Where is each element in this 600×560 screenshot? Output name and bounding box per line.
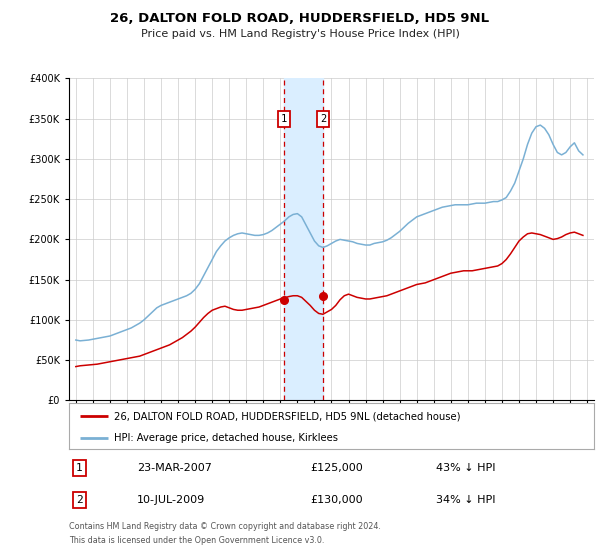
Text: This data is licensed under the Open Government Licence v3.0.: This data is licensed under the Open Gov… (69, 536, 325, 545)
Text: 34% ↓ HPI: 34% ↓ HPI (437, 495, 496, 505)
Text: HPI: Average price, detached house, Kirklees: HPI: Average price, detached house, Kirk… (113, 433, 338, 442)
Text: 2: 2 (320, 114, 326, 124)
Text: 1: 1 (76, 463, 83, 473)
Text: Price paid vs. HM Land Registry's House Price Index (HPI): Price paid vs. HM Land Registry's House … (140, 29, 460, 39)
Text: Contains HM Land Registry data © Crown copyright and database right 2024.: Contains HM Land Registry data © Crown c… (69, 522, 381, 531)
Text: 2: 2 (76, 495, 83, 505)
Text: 10-JUL-2009: 10-JUL-2009 (137, 495, 205, 505)
Text: 43% ↓ HPI: 43% ↓ HPI (437, 463, 496, 473)
Bar (284, 78, 323, 400)
Text: £125,000: £125,000 (311, 463, 363, 473)
Text: 1: 1 (281, 114, 287, 124)
Text: 26, DALTON FOLD ROAD, HUDDERSFIELD, HD5 9NL: 26, DALTON FOLD ROAD, HUDDERSFIELD, HD5 … (110, 12, 490, 25)
Text: 23-MAR-2007: 23-MAR-2007 (137, 463, 212, 473)
Text: 26, DALTON FOLD ROAD, HUDDERSFIELD, HD5 9NL (detached house): 26, DALTON FOLD ROAD, HUDDERSFIELD, HD5 … (113, 411, 460, 421)
Text: £130,000: £130,000 (311, 495, 363, 505)
